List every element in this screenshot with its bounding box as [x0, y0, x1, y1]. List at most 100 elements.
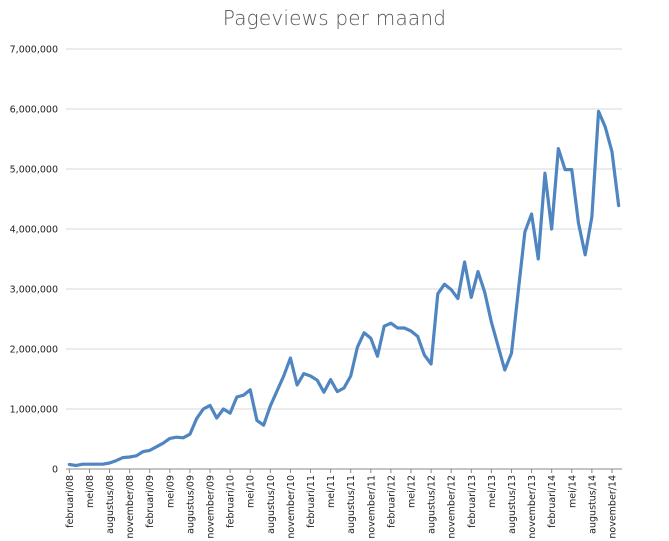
data-point	[370, 337, 372, 339]
data-point	[390, 322, 392, 324]
data-point	[135, 455, 137, 457]
data-point	[396, 327, 398, 329]
x-tick-label: februari/11	[306, 475, 317, 528]
data-point	[517, 291, 519, 293]
x-tick-label: november/10	[286, 475, 297, 539]
y-tick-label: 4,000,000	[10, 225, 58, 236]
grid-lines	[66, 48, 622, 410]
series-line	[67, 109, 621, 467]
data-point	[376, 355, 378, 357]
data-point	[216, 417, 218, 419]
data-point	[122, 456, 124, 458]
data-point	[591, 216, 593, 218]
x-tick-label: mei/12	[406, 475, 417, 508]
data-point	[477, 270, 479, 272]
data-point	[329, 378, 331, 380]
data-point	[483, 291, 485, 293]
x-tick-label: februari/12	[386, 475, 397, 528]
data-point	[336, 390, 338, 392]
data-point	[463, 261, 465, 263]
data-point	[584, 254, 586, 256]
data-point	[383, 325, 385, 327]
data-point	[283, 375, 285, 377]
data-point	[316, 379, 318, 381]
data-point	[430, 363, 432, 365]
x-tick-label: februari/09	[145, 475, 156, 528]
data-point	[504, 369, 506, 371]
data-point	[571, 168, 573, 170]
data-point	[75, 464, 77, 466]
data-point	[209, 404, 211, 406]
data-point	[611, 150, 613, 152]
x-tick-label: augustus/12	[427, 475, 438, 534]
y-tick-label: 6,000,000	[10, 105, 58, 116]
x-tick-label: november/11	[366, 475, 377, 539]
y-tick-label: 5,000,000	[10, 165, 58, 176]
x-axis-ticks: februari/08 mei/08 augustus/08 november/08 f…	[65, 469, 618, 539]
data-point	[242, 394, 244, 396]
data-point	[363, 332, 365, 334]
data-point	[564, 168, 566, 170]
x-tick-label: februari/14	[547, 475, 558, 528]
data-point	[249, 389, 251, 391]
x-tick-label: mei/09	[165, 475, 176, 508]
data-point	[604, 126, 606, 128]
data-point	[537, 258, 539, 260]
x-tick-label: mei/10	[246, 475, 257, 508]
data-point	[262, 424, 264, 426]
data-point	[128, 456, 130, 458]
data-point	[195, 417, 197, 419]
data-point	[309, 375, 311, 377]
data-point	[443, 283, 445, 285]
x-tick-label: februari/08	[65, 475, 76, 528]
y-tick-label: 7,000,000	[10, 45, 58, 56]
data-point	[410, 330, 412, 332]
data-point	[155, 446, 157, 448]
x-tick-label: mei/11	[326, 475, 337, 508]
data-point	[510, 352, 512, 354]
data-point	[457, 297, 459, 299]
data-point	[102, 463, 104, 465]
data-point	[470, 296, 472, 298]
data-point	[88, 463, 90, 465]
data-point	[189, 433, 191, 435]
data-point	[303, 372, 305, 374]
data-point	[115, 459, 117, 461]
series	[67, 109, 621, 467]
x-tick-label: augustus/09	[185, 475, 196, 534]
chart-title: Pageviews per maand	[222, 6, 447, 30]
data-point	[269, 405, 271, 407]
x-tick-label: november/08	[125, 475, 136, 539]
data-point	[356, 346, 358, 348]
data-point	[403, 327, 405, 329]
data-point	[450, 288, 452, 290]
y-axis-ticks: 0 1,000,000 2,000,000 3,000,000 4,000,000 5,0…	[10, 45, 58, 476]
data-point	[557, 147, 559, 149]
data-point	[142, 450, 144, 452]
data-point	[530, 213, 532, 215]
x-tick-label: november/13	[527, 475, 538, 539]
data-point	[222, 408, 224, 410]
data-point	[437, 293, 439, 295]
y-tick-label: 1,000,000	[10, 405, 58, 416]
data-point	[276, 390, 278, 392]
x-tick-label: mei/13	[487, 475, 498, 508]
data-point	[256, 419, 258, 421]
x-tick-label: november/12	[447, 475, 458, 539]
data-point	[108, 462, 110, 464]
y-tick-label: 2,000,000	[10, 345, 58, 356]
data-point	[343, 387, 345, 389]
data-point	[497, 345, 499, 347]
data-point	[202, 408, 204, 410]
x-tick-label: februari/13	[467, 475, 478, 528]
data-point	[149, 449, 151, 451]
data-point	[490, 321, 492, 323]
data-point	[296, 384, 298, 386]
data-point	[175, 436, 177, 438]
x-tick-label: augustus/08	[105, 475, 116, 534]
data-point	[169, 437, 171, 439]
data-point	[524, 231, 526, 233]
x-tick-label: november/14	[607, 475, 618, 539]
data-point	[597, 110, 599, 112]
